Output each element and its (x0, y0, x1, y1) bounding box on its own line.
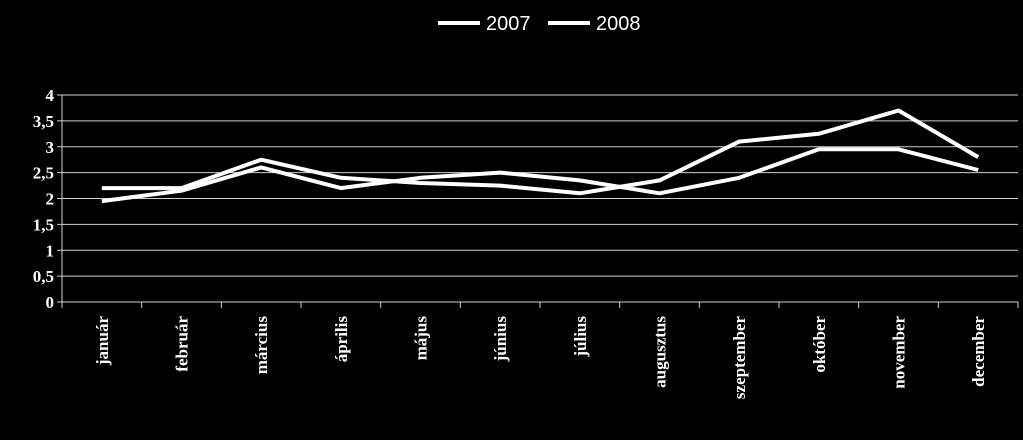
series-lines (101, 108, 980, 204)
x-tick-label: október (810, 316, 829, 373)
x-tick-label: november (890, 316, 909, 389)
x-tick-label: szeptember (730, 316, 749, 400)
x-tick-label: március (252, 316, 271, 375)
series-line-2008 (101, 147, 979, 204)
y-tick-label: 1 (46, 241, 55, 260)
y-axis: 0 0,5 1 1,5 2 2,5 3 3,5 4 (33, 86, 63, 312)
y-tick-label: 3 (46, 138, 55, 157)
x-tick-label: július (571, 316, 590, 358)
x-axis: január február március április május június jú… (61, 301, 1019, 400)
x-tick-label: február (173, 316, 192, 372)
y-tick-label: 2 (46, 190, 55, 209)
legend: 2007 2008 (438, 13, 641, 35)
x-tick-label: június (491, 316, 510, 363)
legend-label-2008: 2008 (596, 13, 641, 35)
y-tick-label: 0 (46, 293, 55, 312)
legend-label-2007: 2007 (486, 13, 531, 35)
y-tick-label: 2,5 (33, 164, 54, 183)
x-tick-label: december (969, 316, 988, 387)
x-tick-label: április (332, 316, 351, 363)
y-tick-label: 0,5 (33, 267, 54, 286)
x-tick-label: január (93, 316, 112, 367)
series-line-2007 (101, 108, 980, 196)
x-tick-label: augusztus (651, 316, 670, 388)
y-tick-label: 1,5 (33, 215, 54, 234)
x-tick-label: május (412, 316, 431, 361)
y-tick-label: 4 (46, 86, 55, 105)
y-tick-label: 3,5 (33, 112, 54, 131)
